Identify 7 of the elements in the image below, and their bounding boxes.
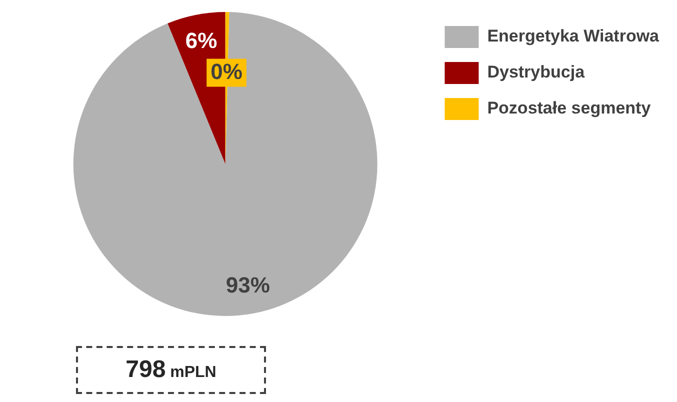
data-label: 93% [226, 272, 270, 298]
legend-label: Pozostałe segmenty [487, 98, 652, 118]
data-label: 0% [210, 58, 242, 84]
legend-label: Dystrybucja [487, 62, 586, 82]
data-label: 6% [185, 28, 218, 53]
text: 798 mPLN [126, 356, 216, 383]
legend-label: Energetyka Wiatrowa [487, 26, 660, 46]
